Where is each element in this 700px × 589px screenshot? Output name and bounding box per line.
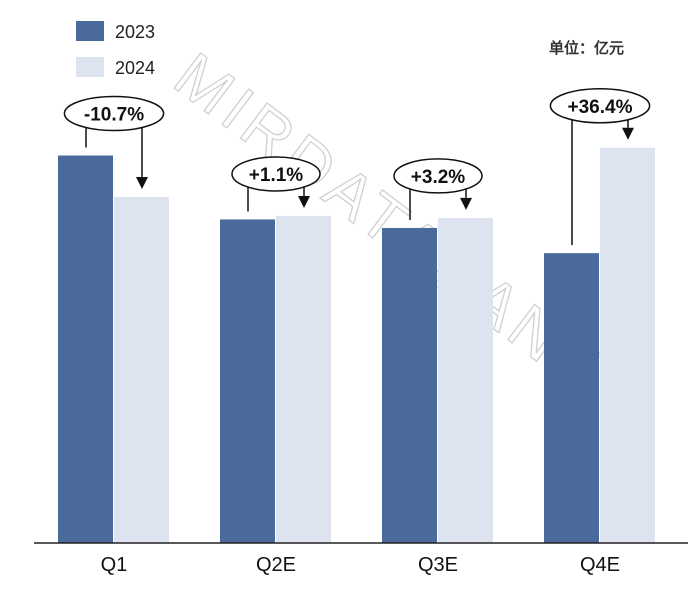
change-annotation-Q1: -10.7%	[63, 95, 165, 189]
bar-Q2E-2023	[220, 219, 275, 543]
x-tick-label-Q3E: Q3E	[418, 554, 458, 576]
change-annotation-Q2E: +1.1%	[231, 156, 321, 212]
arrow-head-Q1	[136, 176, 148, 189]
bar-Q1-2024	[114, 196, 169, 543]
change-oval-Q3E	[393, 158, 483, 194]
change-annotation-Q4E: +36.4%	[549, 88, 651, 246]
bar-Q4E-2024	[600, 147, 655, 543]
legend-swatch-2023	[76, 21, 104, 41]
change-oval-Q2E	[231, 156, 321, 192]
bar-Q2E-2024	[276, 215, 331, 543]
arrow-head-Q2E	[298, 195, 310, 208]
change-oval-Q4E	[549, 88, 651, 124]
arrow-head-Q4E	[622, 127, 634, 140]
legend: 2023 2024	[76, 21, 155, 78]
arrow-head-Q3E	[460, 197, 472, 210]
legend-label-2023: 2023	[115, 22, 155, 42]
change-label-Q2E: +1.1%	[249, 165, 304, 186]
x-axis-tick-labels: Q1 Q2E Q3E Q4E	[101, 554, 620, 576]
change-annotation-Q3E: +3.2%	[393, 158, 483, 220]
change-label-Q1: -10.7%	[84, 105, 144, 126]
bar-Q1-2023	[58, 155, 113, 543]
x-tick-label-Q1: Q1	[101, 554, 128, 576]
bars-layer	[58, 147, 655, 543]
change-label-Q3E: +3.2%	[411, 167, 466, 188]
legend-swatch-2024	[76, 57, 104, 77]
bar-Q4E-2023	[544, 253, 599, 543]
bar-Q3E-2023	[382, 227, 437, 543]
bar-Q3E-2024	[438, 217, 493, 543]
change-label-Q4E: +36.4%	[568, 97, 633, 118]
x-tick-label-Q2E: Q2E	[256, 554, 296, 576]
change-oval-Q1	[63, 95, 165, 132]
x-tick-label-Q4E: Q4E	[580, 554, 620, 576]
legend-label-2024: 2024	[115, 58, 155, 78]
unit-label: 单位：亿元	[549, 39, 624, 57]
change-annotations: -10.7% +1.1% +3.2% +36.4%	[63, 88, 651, 246]
